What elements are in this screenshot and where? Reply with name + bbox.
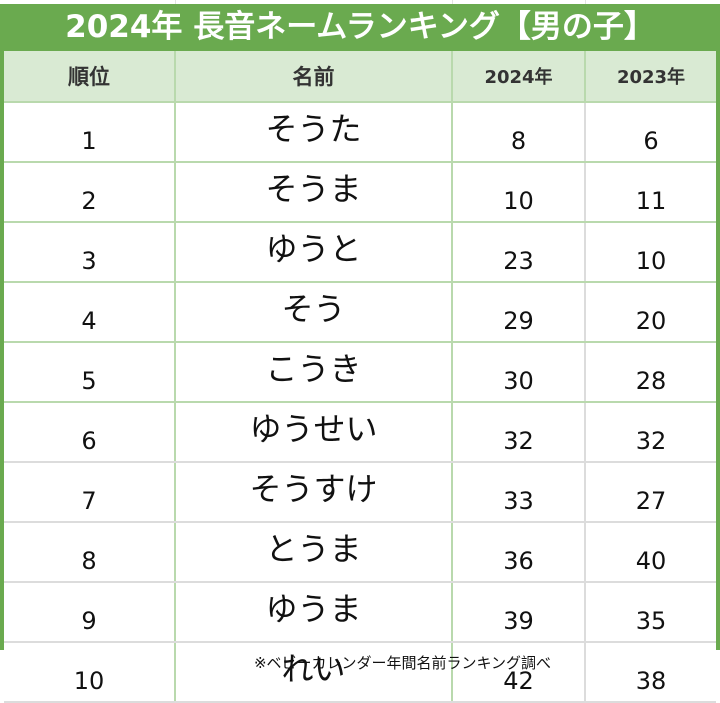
- header-name: 名前: [174, 51, 453, 103]
- rank-2024-cell: 33: [452, 462, 586, 523]
- rank-2024-cell: 8: [452, 102, 586, 163]
- rank-2024-cell: 39: [452, 582, 586, 643]
- rank-cell: 1: [4, 102, 176, 163]
- column-tick: [452, 0, 453, 4]
- table-row: 6 ゆうせい 32 32: [4, 402, 716, 463]
- rank-2024-cell: 32: [452, 402, 586, 463]
- table-row: 1 そうた 8 6: [4, 102, 716, 163]
- name-cell: こうき: [175, 342, 453, 403]
- rank-2024-cell: 30: [452, 342, 586, 403]
- rank-2023-cell: 40: [585, 522, 716, 583]
- rank-2024-cell: 36: [452, 522, 586, 583]
- name-cell: とうま: [175, 522, 453, 583]
- table-row: 2 そうま 10 11: [4, 162, 716, 223]
- rank-2024-cell: 29: [452, 282, 586, 343]
- rank-2024-cell: 23: [452, 222, 586, 283]
- rank-cell: 3: [4, 222, 176, 283]
- rank-cell: 7: [4, 462, 176, 523]
- rank-2023-cell: 20: [585, 282, 716, 343]
- name-cell: ゆうと: [175, 222, 453, 283]
- rank-cell: 6: [4, 402, 176, 463]
- table-row: 4 そう 29 20: [4, 282, 716, 343]
- rank-2024-cell: 10: [452, 162, 586, 223]
- table-row: 9 ゆうま 39 35: [4, 582, 716, 643]
- header-2024: 2024年: [451, 51, 586, 103]
- rank-2023-cell: 32: [585, 402, 716, 463]
- name-cell: そうすけ: [175, 462, 453, 523]
- top-strip: [0, 0, 720, 4]
- rank-2023-cell: 11: [585, 162, 716, 223]
- name-cell: ゆうせい: [175, 402, 453, 463]
- rank-cell: 8: [4, 522, 176, 583]
- table-row: 7 そうすけ 33 27: [4, 462, 716, 523]
- rank-cell: 9: [4, 582, 176, 643]
- header-2023: 2023年: [584, 51, 716, 103]
- rank-2023-cell: 35: [585, 582, 716, 643]
- source-footnote: ※ベビーカレンダー年間名前ランキング調べ: [253, 654, 552, 672]
- header-rank: 順位: [4, 51, 176, 103]
- rank-2023-cell: 27: [585, 462, 716, 523]
- page-title: 2024年 長音ネームランキング【男の子】: [0, 4, 720, 51]
- name-cell: そう: [175, 282, 453, 343]
- rank-cell: 2: [4, 162, 176, 223]
- name-cell: そうま: [175, 162, 453, 223]
- table-header-row: 順位 名前 2024年 2023年: [4, 51, 716, 103]
- rank-2023-cell: 6: [585, 102, 716, 163]
- column-tick: [585, 0, 586, 4]
- table-row: 5 こうき 30 28: [4, 342, 716, 403]
- name-cell: そうた: [175, 102, 453, 163]
- name-cell: ゆうま: [175, 582, 453, 643]
- rank-cell: 4: [4, 282, 176, 343]
- rank-cell: 5: [4, 342, 176, 403]
- table-row: 8 とうま 36 40: [4, 522, 716, 583]
- rank-2023-cell: 10: [585, 222, 716, 283]
- ranking-table: 順位 名前 2024年 2023年 1 そうた 8 6 2 そうま 10 11 …: [4, 51, 716, 703]
- table-row: 3 ゆうと 23 10: [4, 222, 716, 283]
- rank-2023-cell: 28: [585, 342, 716, 403]
- column-tick: [175, 0, 176, 4]
